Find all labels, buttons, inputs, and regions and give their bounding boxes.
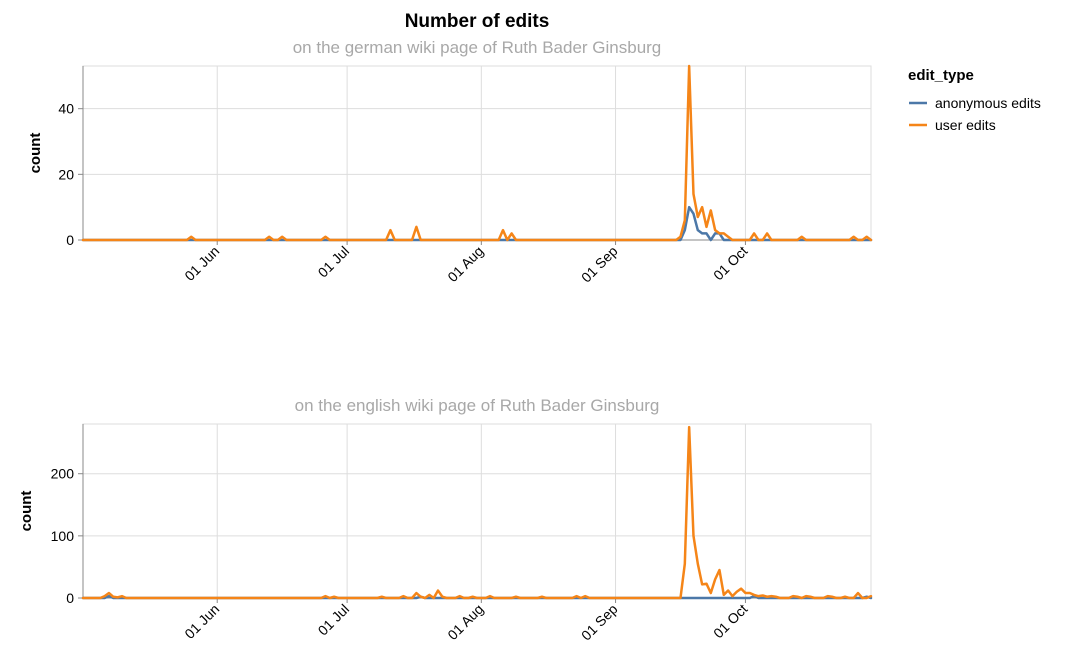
german-series-user-edits xyxy=(81,64,873,242)
panel-english-plot: 01 Jun 01 Jul 01 Aug 01 Sep 01 Oct 0 100 200 xyxy=(51,423,873,644)
panel-english-y-axis-title: count xyxy=(18,491,35,532)
german-x-tick-label-01-sep: 01 Sep xyxy=(578,243,621,286)
english-y-tick-label-100: 100 xyxy=(51,528,75,544)
german-plot-frame xyxy=(82,65,872,241)
english-x-tick-label-01-aug: 01 Aug xyxy=(444,601,486,643)
english-x-tick-label-01-sep: 01 Sep xyxy=(578,601,621,644)
german-y-tick-label-40: 40 xyxy=(58,101,74,117)
panel-german-plot: 01 Jun 01 Jul 01 Aug 01 Sep 01 Oct 0 20 40 xyxy=(58,64,873,286)
legend-label-user: user edits xyxy=(935,117,996,133)
english-y-tick-label-0: 0 xyxy=(66,590,74,606)
german-y-tick-label-20: 20 xyxy=(58,166,74,182)
panel-german-y-axis-title: count xyxy=(27,133,44,174)
legend: edit_type anonymous edits user edits xyxy=(908,67,1041,133)
legend-label-anonymous: anonymous edits xyxy=(935,95,1041,111)
panel-english-subtitle: on the english wiki page of Ruth Bader G… xyxy=(295,396,660,415)
english-series-user-edits xyxy=(81,425,873,600)
german-x-tick-label-01-aug: 01 Aug xyxy=(444,243,486,285)
english-x-tick-label-01-jul: 01 Jul xyxy=(315,601,353,639)
english-y-tick-label-200: 200 xyxy=(51,466,75,482)
german-x-tick-label-01-oct: 01 Oct xyxy=(710,243,751,284)
chart-title: Number of edits xyxy=(405,11,550,32)
english-plot-frame xyxy=(82,423,872,599)
panel-english: on the english wiki page of Ruth Bader G… xyxy=(18,396,873,644)
legend-title: edit_type xyxy=(908,67,974,84)
german-x-tick-label-01-jul: 01 Jul xyxy=(315,243,353,281)
english-x-tick-label-01-oct: 01 Oct xyxy=(710,601,751,642)
panel-german-subtitle: on the german wiki page of Ruth Bader Gi… xyxy=(293,38,662,57)
panel-german: on the german wiki page of Ruth Bader Gi… xyxy=(27,38,873,286)
english-x-tick-label-01-jun: 01 Jun xyxy=(181,601,222,642)
german-x-tick-label-01-jun: 01 Jun xyxy=(181,243,222,284)
german-y-tick-label-0: 0 xyxy=(66,232,74,248)
